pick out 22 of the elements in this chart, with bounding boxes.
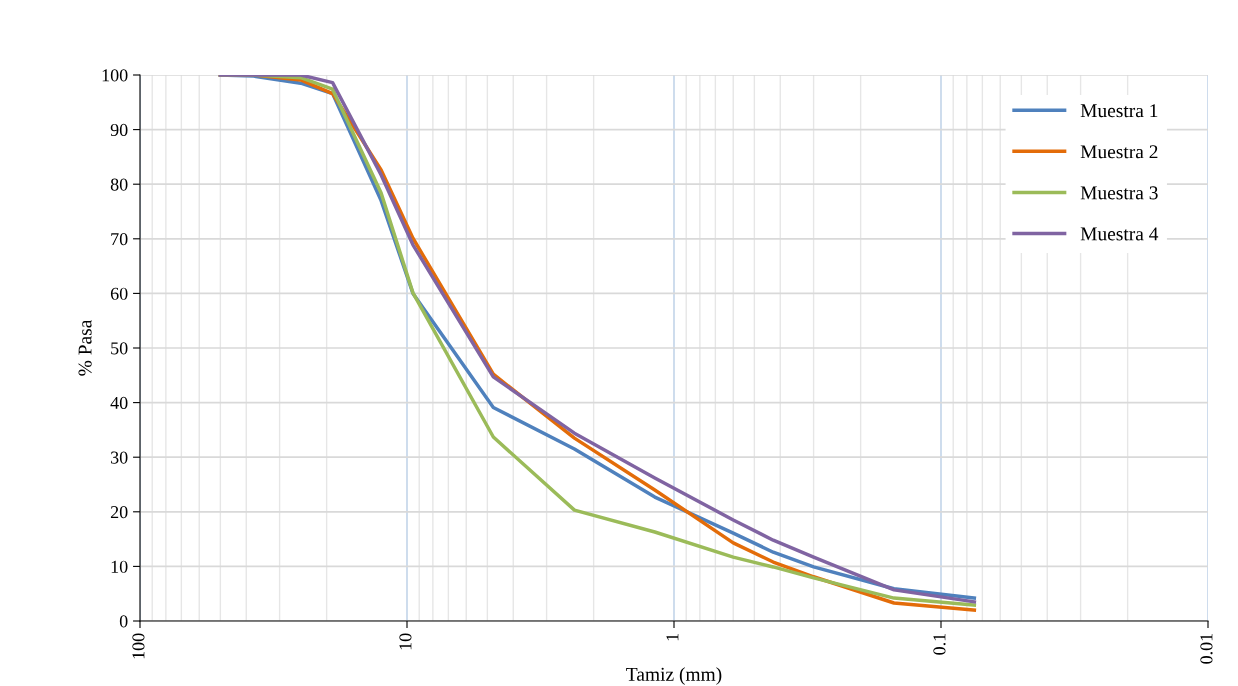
legend-label: Muestra 2 (1080, 145, 1158, 159)
x-tick-label: 1 (666, 633, 679, 641)
legend-label: Muestra 4 (1080, 227, 1159, 241)
y-tick-label: 0 (119, 615, 128, 628)
y-tick-label: 100 (102, 69, 128, 82)
x-tick-label: 10 (399, 633, 412, 650)
y-tick-label: 80 (110, 178, 128, 191)
y-tick-label: 10 (111, 560, 128, 573)
y-tick-label: 60 (110, 287, 128, 300)
y-tick-label: 70 (111, 233, 128, 246)
y-tick-label: 30 (111, 451, 128, 464)
x-tick-label: 0.1 (933, 633, 946, 655)
x-tick-label: 0.01 (1200, 633, 1213, 664)
y-tick-label: 50 (111, 342, 128, 355)
legend-label: Muestra 3 (1080, 186, 1158, 200)
x-tick-label: 100 (132, 633, 145, 659)
y-tick-label: 40 (110, 396, 128, 410)
y-axis-title: % Pasa (78, 319, 92, 376)
y-tick-label: 90 (110, 123, 128, 137)
x-axis-title: Tamiz (mm) (626, 667, 722, 685)
legend-label: Muestra 1 (1080, 104, 1158, 118)
y-tick-label: 20 (110, 506, 128, 519)
